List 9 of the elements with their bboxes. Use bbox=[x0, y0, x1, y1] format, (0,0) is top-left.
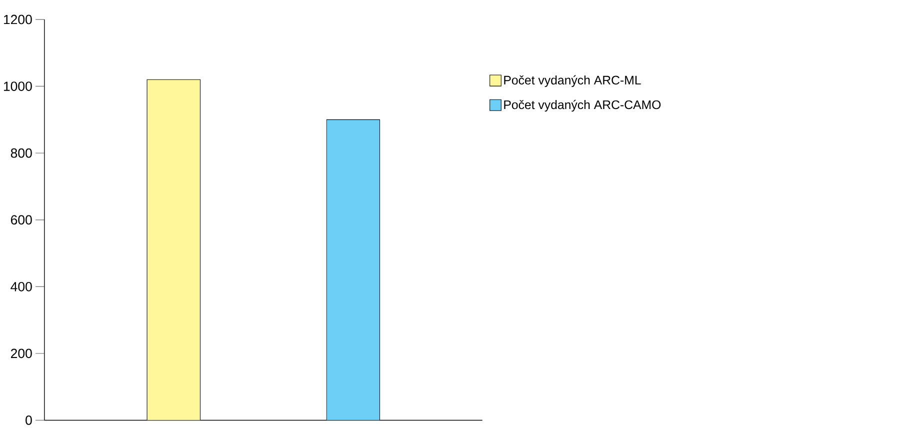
y-tick-label: 400 bbox=[10, 282, 32, 292]
y-tick-label: 0 bbox=[26, 415, 32, 425]
y-tick-label: 600 bbox=[11, 215, 32, 224]
y-tick-label: 1000 bbox=[4, 82, 32, 91]
y-tick-label: 200 bbox=[10, 348, 32, 358]
legend-label: Počet vydaných ARC-ML bbox=[504, 75, 641, 87]
legend-label: Počet vydaných ARC-CAMO bbox=[504, 100, 661, 112]
y-tick-label: 1200 bbox=[4, 14, 32, 24]
y-tick-label: 800 bbox=[10, 148, 32, 158]
